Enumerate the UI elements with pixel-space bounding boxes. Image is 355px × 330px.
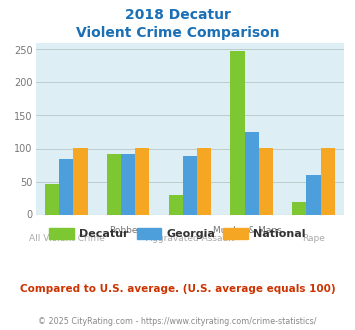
Text: Rape: Rape: [302, 234, 325, 243]
Bar: [259, 148, 273, 214]
Text: All Violent Crime: All Violent Crime: [28, 234, 104, 243]
Text: Violent Crime Comparison: Violent Crime Comparison: [76, 26, 279, 40]
Bar: [107, 154, 121, 214]
Legend: Decatur, Georgia, National: Decatur, Georgia, National: [45, 224, 310, 244]
Bar: [73, 148, 88, 214]
Bar: [306, 175, 321, 214]
Text: © 2025 CityRating.com - https://www.cityrating.com/crime-statistics/: © 2025 CityRating.com - https://www.city…: [38, 317, 317, 326]
Text: Compared to U.S. average. (U.S. average equals 100): Compared to U.S. average. (U.S. average …: [20, 284, 335, 294]
Bar: [121, 154, 135, 214]
Bar: [321, 148, 335, 214]
Bar: [292, 202, 306, 215]
Text: 2018 Decatur: 2018 Decatur: [125, 8, 230, 22]
Bar: [183, 156, 197, 214]
Bar: [59, 159, 73, 214]
Bar: [197, 148, 211, 214]
Text: Murder & Mans...: Murder & Mans...: [213, 226, 290, 235]
Bar: [169, 195, 183, 214]
Bar: [245, 132, 259, 214]
Text: Aggravated Assault: Aggravated Assault: [146, 234, 234, 243]
Bar: [230, 51, 245, 214]
Bar: [45, 184, 59, 214]
Bar: [135, 148, 149, 214]
Text: Robbery: Robbery: [109, 226, 147, 235]
